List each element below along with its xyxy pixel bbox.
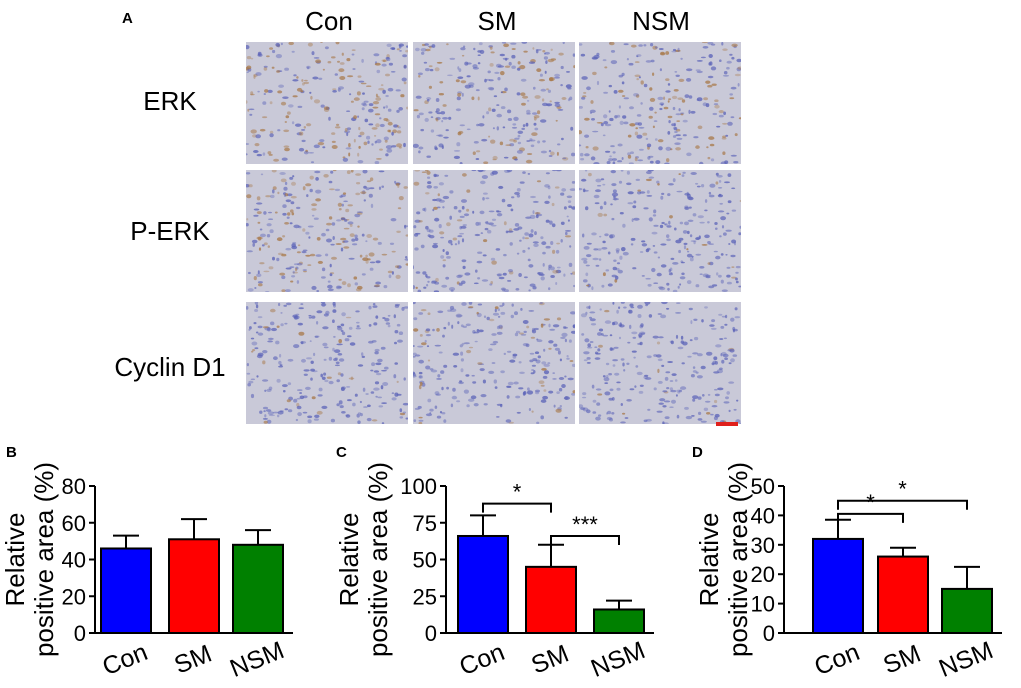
chart-d-ylabel-line2: positive area (%) [723, 462, 753, 657]
panel-d-letter: D [692, 444, 703, 461]
chart-d-significance-label: * [898, 477, 907, 502]
panel-a-letter: A [122, 10, 133, 27]
chart-b-bar-nsm [232, 543, 284, 634]
chart-d-y-tick-label: 20 [751, 562, 775, 587]
chart-b-bar-sm [168, 538, 220, 634]
histology-image-erk-sm [413, 42, 575, 164]
chart-b-y-tick-label: 60 [62, 511, 86, 536]
chart-c-x-tick-label: Con [455, 638, 508, 681]
chart-c-x-tick-label: NSM [587, 636, 649, 683]
chart-d-y-tick-label: 10 [751, 592, 775, 617]
histology-image-cyclin-d1-sm [413, 302, 575, 424]
row-header-cyclin-d1: Cyclin D1 [114, 352, 226, 382]
chart-d-ylabel-line1: Relative [694, 513, 724, 607]
chart-d-x-tick-label: SM [879, 640, 924, 680]
chart-c-ylabel-line1: Relative [334, 513, 364, 607]
row-header-erk: ERK [143, 86, 197, 116]
histology-image-erk-con [246, 42, 408, 164]
chart-c-significance-label: * [513, 480, 522, 505]
chart-d-y-tick-label: 30 [751, 533, 775, 558]
chart-d-y-tick-label: 0 [763, 621, 775, 646]
chart-c-bar-sm [525, 565, 577, 634]
row-header-p-erk: P-ERK [130, 216, 210, 246]
chart-c-x-tick-label: SM [527, 640, 572, 680]
histology-image-erk-nsm [579, 42, 741, 164]
chart-b-x-tick-label: SM [170, 640, 215, 680]
chart-b-x-tick-label: NSM [226, 636, 288, 683]
column-header-sm: SM [477, 6, 517, 36]
chart-c-ylabel-line2: positive area (%) [363, 462, 393, 657]
chart-b-y-tick-label: 0 [74, 621, 86, 646]
column-header-con: Con [305, 6, 353, 36]
chart-c-significance-bracket [550, 534, 620, 545]
chart-d-bar-sm [877, 555, 929, 634]
panel-c-letter: C [336, 444, 347, 461]
chart-b-ylabel-line2: positive area (%) [29, 462, 59, 657]
histology-image-p-erk-sm [413, 170, 575, 292]
chart-d-significance-bracket [837, 512, 904, 523]
histology-image-p-erk-con [246, 170, 408, 292]
chart-b-y-tick-label: 40 [62, 548, 86, 573]
chart-c-y-tick-label: 50 [413, 548, 437, 573]
chart-b-bar-con [100, 547, 152, 634]
chart-c-y-tick-label: 75 [413, 511, 437, 536]
chart-b-y-tick-label: 20 [62, 584, 86, 609]
column-header-nsm: NSM [632, 6, 690, 36]
chart-d-x-tick-label: Con [810, 638, 863, 681]
chart-d-bar-con [812, 537, 864, 634]
chart-c-y-tick-label: 100 [400, 474, 437, 499]
chart-c-bar-nsm [593, 608, 645, 634]
chart-d-y-tick-label: 50 [751, 474, 775, 499]
chart-d-bar-nsm [941, 587, 993, 635]
histology-image-cyclin-d1-nsm [579, 302, 741, 424]
chart-d-y-tick-label: 40 [751, 503, 775, 528]
chart-b-ylabel-line1: Relative [0, 513, 30, 607]
chart-c-significance-bracket [482, 502, 552, 513]
chart-b-y-tick-label: 80 [62, 474, 86, 499]
chart-b-x-tick-label: Con [98, 638, 151, 681]
chart-d-significance-bracket [837, 499, 968, 510]
chart-c-y-tick-label: 25 [413, 584, 437, 609]
panel-b-letter: B [6, 444, 17, 461]
chart-d-significance-label: * [866, 490, 875, 515]
scale-bar [716, 422, 738, 426]
histology-image-cyclin-d1-con [246, 302, 408, 424]
chart-c-y-tick-label: 0 [425, 621, 437, 646]
chart-d-x-tick-label: NSM [935, 636, 997, 683]
chart-c-bar-con [457, 534, 509, 634]
histology-image-p-erk-nsm [579, 170, 741, 292]
chart-c-significance-label: *** [572, 512, 598, 537]
